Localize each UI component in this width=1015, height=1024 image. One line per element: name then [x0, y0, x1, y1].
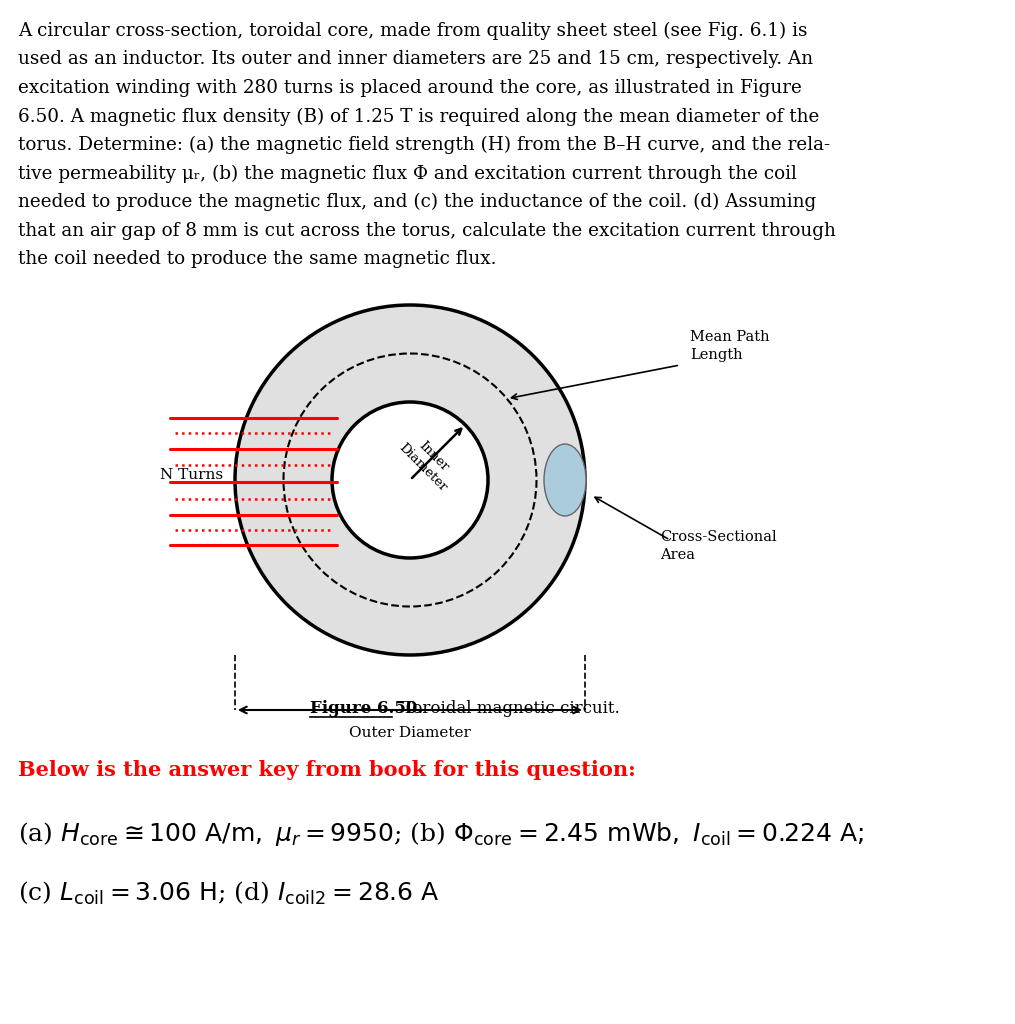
- Text: torus. Determine: (a) the magnetic field strength (H) from the B–H curve, and th: torus. Determine: (a) the magnetic field…: [18, 136, 830, 155]
- Circle shape: [235, 305, 585, 655]
- Text: N Turns: N Turns: [160, 468, 223, 482]
- Text: the coil needed to produce the same magnetic flux.: the coil needed to produce the same magn…: [18, 250, 496, 268]
- Text: tive permeability μᵣ, (b) the magnetic flux Φ and excitation current through the: tive permeability μᵣ, (b) the magnetic f…: [18, 165, 797, 182]
- Circle shape: [332, 402, 488, 558]
- Text: Outer Diameter: Outer Diameter: [349, 726, 471, 740]
- Text: (a) $H_\mathrm{core} \cong 100\ \mathrm{A/m},\ \mu_r = 9950$; (b) $\Phi_\mathrm{: (a) $H_\mathrm{core} \cong 100\ \mathrm{…: [18, 820, 865, 848]
- Text: needed to produce the magnetic flux, and (c) the inductance of the coil. (d) Ass: needed to produce the magnetic flux, and…: [18, 193, 816, 211]
- Text: Area: Area: [660, 548, 695, 562]
- Text: 6.50. A magnetic flux density (B) of 1.25 T is required along the mean diameter : 6.50. A magnetic flux density (B) of 1.2…: [18, 108, 819, 126]
- Ellipse shape: [544, 444, 586, 516]
- Text: that an air gap of 8 mm is cut across the torus, calculate the excitation curren: that an air gap of 8 mm is cut across th…: [18, 221, 836, 240]
- Text: used as an inductor. Its outer and inner diameters are 25 and 15 cm, respectivel: used as an inductor. Its outer and inner…: [18, 50, 813, 69]
- Text: Inner
Diameter: Inner Diameter: [396, 430, 460, 494]
- Text: Figure 6.50.: Figure 6.50.: [310, 700, 423, 717]
- Text: A circular cross-section, toroidal core, made from quality sheet steel (see Fig.: A circular cross-section, toroidal core,…: [18, 22, 808, 40]
- Text: excitation winding with 280 turns is placed around the core, as illustrated in F: excitation winding with 280 turns is pla…: [18, 79, 802, 97]
- Text: Cross-Sectional: Cross-Sectional: [660, 530, 776, 544]
- Text: Length: Length: [690, 348, 743, 362]
- Text: Mean Path: Mean Path: [690, 330, 769, 344]
- Text: Below is the answer key from book for this question:: Below is the answer key from book for th…: [18, 760, 635, 780]
- Text: Toroidal magnetic circuit.: Toroidal magnetic circuit.: [392, 700, 620, 717]
- Text: (c) $L_\mathrm{coil} = 3.06\ \mathrm{H}$; (d) $I_\mathrm{coil2} = 28.6\ \mathrm{: (c) $L_\mathrm{coil} = 3.06\ \mathrm{H}$…: [18, 880, 439, 907]
